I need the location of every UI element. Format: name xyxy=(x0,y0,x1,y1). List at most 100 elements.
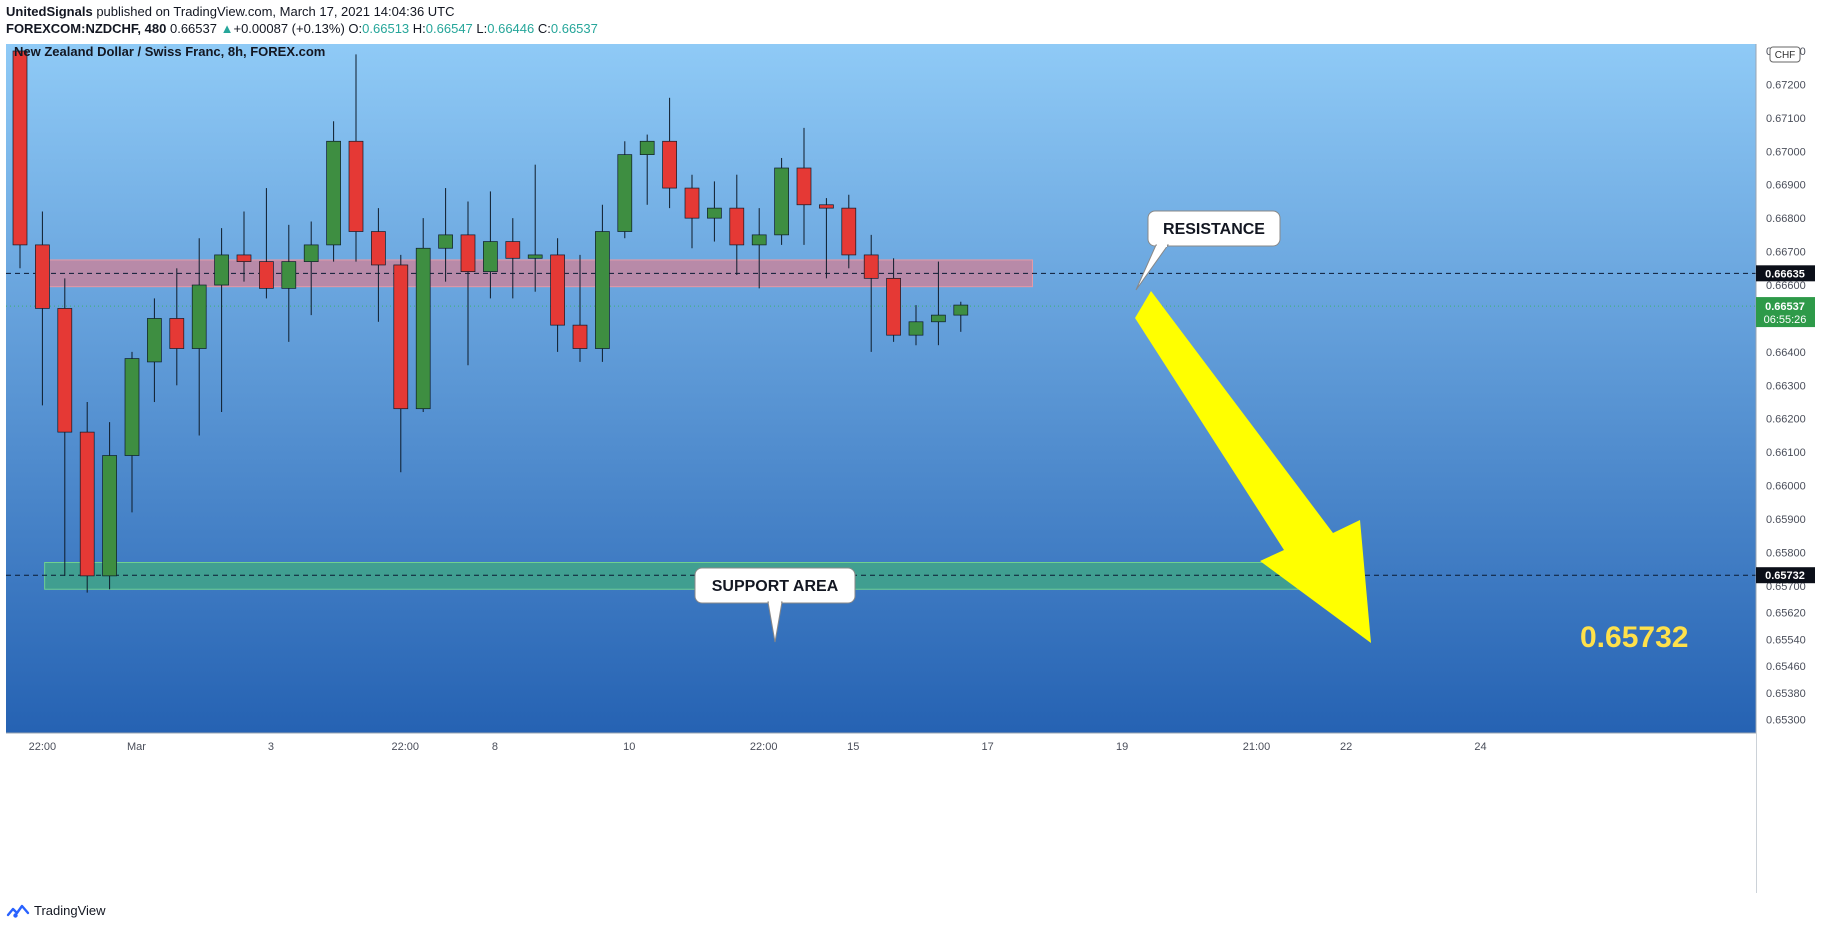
candle-down xyxy=(169,318,185,349)
candle-down xyxy=(684,187,700,219)
candle-up xyxy=(124,358,140,456)
tradingview-logo-icon[interactable] xyxy=(6,903,30,919)
y-tick-label: 0.66600 xyxy=(1766,280,1806,292)
y-tick-label: 0.67100 xyxy=(1766,113,1806,125)
support-callout: SUPPORT AREA xyxy=(694,567,856,643)
candle-up xyxy=(617,154,633,232)
footer: TradingView xyxy=(0,893,1828,929)
chart-title: New Zealand Dollar / Swiss Franc, 8h, FO… xyxy=(14,44,325,59)
candle-down xyxy=(819,204,834,209)
candle-up xyxy=(639,140,655,155)
x-tick-label: 22:00 xyxy=(750,741,778,753)
y-tick-label: 0.65800 xyxy=(1766,547,1806,559)
y-tick-label: 0.66200 xyxy=(1766,414,1806,426)
low-label: L: xyxy=(476,21,488,36)
candle-down xyxy=(841,207,857,256)
symbol-name[interactable]: FOREXCOM:NZDCHF, 480 xyxy=(6,21,167,36)
candles-layer xyxy=(12,50,969,593)
candle-down xyxy=(393,264,409,410)
y-tick-label: 0.66000 xyxy=(1766,481,1806,493)
y-tick-label: 0.66800 xyxy=(1766,213,1806,225)
y-tick-label: 0.65460 xyxy=(1766,661,1806,673)
price-tag-label: 0.66635 xyxy=(1765,268,1805,280)
y-tick-label: 0.65700 xyxy=(1766,581,1806,593)
candle-up xyxy=(774,167,789,236)
current-price-label: 0.66537 xyxy=(1765,301,1805,313)
support-callout-seam xyxy=(769,600,781,604)
resistance-callout-seam xyxy=(1157,243,1167,247)
candle-down xyxy=(57,308,73,433)
time-axis xyxy=(6,733,1756,893)
candle-up xyxy=(303,244,319,262)
annotations-layer: RESISTANCE SUPPORT AREA 0.65732 xyxy=(694,210,1688,860)
change-arrow-icon: ▲ xyxy=(220,21,234,36)
axes-layer: 0.673000.672000.671000.670000.669000.668… xyxy=(6,44,1828,893)
x-tick-label: 10 xyxy=(623,741,635,753)
symbol-line: FOREXCOM:NZDCHF, 480 0.66537 ▲+0.00087 (… xyxy=(6,21,598,36)
candle-down xyxy=(863,254,879,279)
support-zone xyxy=(44,562,1313,590)
x-tick-label: 3 xyxy=(268,741,274,753)
y-tick-label: 0.66900 xyxy=(1766,180,1806,192)
high-value: 0.66547 xyxy=(425,21,473,36)
down-arrow-icon xyxy=(1135,291,1371,643)
currency-badge-label: CHF xyxy=(1775,50,1796,61)
candle-up xyxy=(483,241,498,272)
x-tick-label: 21:00 xyxy=(1243,741,1271,753)
y-tick-label: 0.65380 xyxy=(1766,688,1806,700)
x-tick-label: 17 xyxy=(982,741,994,753)
open-value: 0.66513 xyxy=(362,21,410,36)
candle-up xyxy=(191,284,207,349)
x-tick-label: 19 xyxy=(1116,741,1128,753)
x-tick-label: 24 xyxy=(1474,741,1486,753)
candle-up xyxy=(931,314,946,323)
x-tick-label: Mar xyxy=(127,741,146,753)
candle-down xyxy=(259,261,274,289)
chart-header: UnitedSignals published on TradingView.c… xyxy=(0,0,1828,44)
price-tag-label: 0.65732 xyxy=(1765,570,1805,582)
candle-up xyxy=(751,234,767,246)
price-change: +0.00087 (+0.13%) xyxy=(233,21,345,36)
candle-down xyxy=(236,254,252,262)
candle-down xyxy=(550,254,565,326)
candle-up xyxy=(438,234,453,249)
candle-up xyxy=(527,254,543,259)
y-tick-label: 0.65540 xyxy=(1766,634,1806,646)
publish-line: UnitedSignals published on TradingView.c… xyxy=(6,4,455,19)
candle-down xyxy=(886,277,901,336)
candle-up xyxy=(595,231,610,349)
candle-up xyxy=(415,247,431,410)
publisher-name[interactable]: UnitedSignals xyxy=(6,4,93,19)
candle-down xyxy=(460,234,476,272)
candle-down xyxy=(505,241,521,259)
y-tick-label: 0.66700 xyxy=(1766,247,1806,259)
close-value: 0.66537 xyxy=(550,21,598,36)
candle-up xyxy=(214,254,229,286)
price-axis xyxy=(1756,44,1828,893)
resistance-label: RESISTANCE xyxy=(1163,221,1265,238)
y-tick-label: 0.65620 xyxy=(1766,608,1806,620)
candle-down xyxy=(729,207,745,246)
y-tick-label: 0.65900 xyxy=(1766,514,1806,526)
high-label: H: xyxy=(412,21,426,36)
candle-down xyxy=(371,231,386,266)
candle-up xyxy=(281,261,297,289)
candle-down xyxy=(796,167,812,206)
resistance-callout: RESISTANCE xyxy=(1135,210,1281,291)
x-tick-label: 22:00 xyxy=(392,741,420,753)
low-value: 0.66446 xyxy=(487,21,535,36)
candle-down xyxy=(35,244,50,309)
y-tick-label: 0.67200 xyxy=(1766,79,1806,91)
close-label: C: xyxy=(537,21,551,36)
published-text: published on TradingView.com, March 17, … xyxy=(96,4,455,19)
candle-down xyxy=(348,140,364,232)
currency-badge xyxy=(1769,46,1801,63)
countdown-label: 06:55:26 xyxy=(1764,314,1807,326)
y-tick-label: 0.67000 xyxy=(1766,146,1806,158)
x-tick-label: 8 xyxy=(492,741,498,753)
candle-down xyxy=(662,140,677,189)
x-tick-label: 22:00 xyxy=(29,741,57,753)
y-tick-label: 0.66100 xyxy=(1766,447,1806,459)
tradingview-brand[interactable]: TradingView xyxy=(34,903,106,918)
